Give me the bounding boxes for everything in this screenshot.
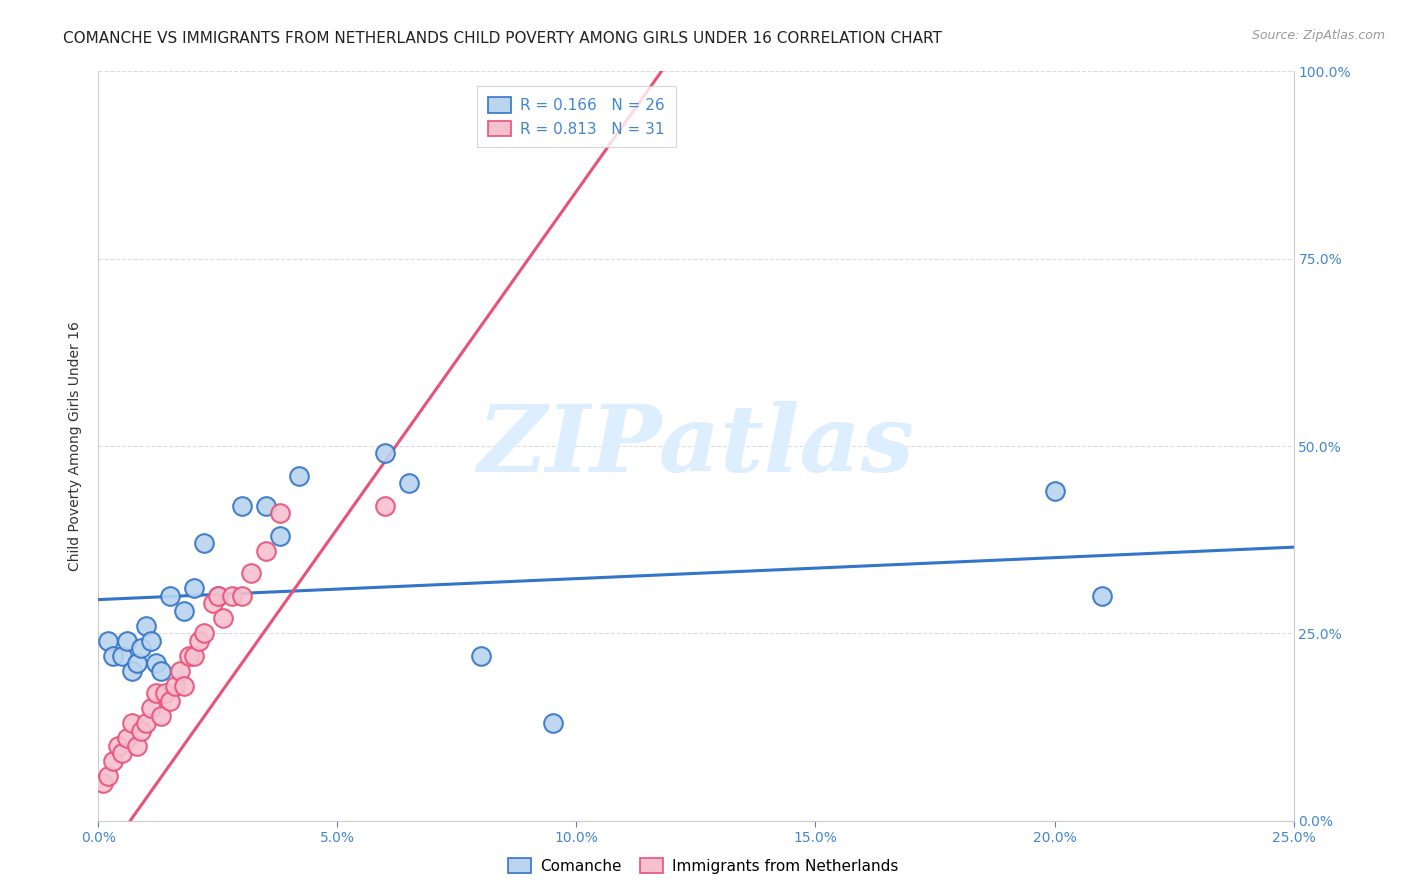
Point [183, 582, 205, 596]
Point [398, 476, 420, 491]
Point [173, 679, 195, 693]
Point [121, 664, 143, 678]
Point [541, 716, 564, 731]
Point [139, 633, 162, 648]
Point [269, 529, 291, 543]
Point [111, 648, 134, 663]
Point [135, 619, 157, 633]
Point [101, 648, 124, 663]
Point [231, 499, 253, 513]
Point [207, 589, 229, 603]
Point [125, 739, 148, 753]
Point [131, 641, 153, 656]
Point [101, 754, 124, 768]
Text: COMANCHE VS IMMIGRANTS FROM NETHERLANDS CHILD POVERTY AMONG GIRLS UNDER 16 CORRE: COMANCHE VS IMMIGRANTS FROM NETHERLANDS … [63, 31, 942, 46]
Point [173, 604, 195, 618]
Point [374, 499, 396, 513]
Point [115, 731, 138, 746]
Y-axis label: Child Poverty Among Girls Under 16: Child Poverty Among Girls Under 16 [69, 321, 83, 571]
Point [240, 566, 263, 581]
Point [135, 716, 157, 731]
Point [221, 589, 243, 603]
Point [211, 611, 233, 625]
Point [155, 686, 177, 700]
Point [159, 589, 181, 603]
Point [374, 446, 396, 460]
Point [145, 686, 167, 700]
Legend: Comanche, Immigrants from Netherlands: Comanche, Immigrants from Netherlands [502, 852, 904, 880]
Point [149, 708, 172, 723]
Point [193, 626, 215, 640]
Text: Source: ZipAtlas.com: Source: ZipAtlas.com [1251, 29, 1385, 42]
Point [149, 664, 172, 678]
Point [145, 657, 167, 671]
Point [97, 633, 120, 648]
Point [163, 679, 186, 693]
Point [115, 633, 138, 648]
Point [1043, 483, 1066, 498]
Point [121, 716, 143, 731]
Text: ZIPatlas: ZIPatlas [478, 401, 914, 491]
Point [288, 469, 311, 483]
Point [202, 596, 225, 610]
Point [231, 589, 253, 603]
Point [111, 746, 134, 760]
Point [179, 648, 201, 663]
Point [125, 657, 148, 671]
Point [1091, 589, 1114, 603]
Point [470, 648, 492, 663]
Point [254, 499, 277, 513]
Legend: R = 0.166   N = 26, R = 0.813   N = 31: R = 0.166 N = 26, R = 0.813 N = 31 [478, 87, 675, 147]
Point [139, 701, 162, 715]
Point [107, 739, 129, 753]
Point [97, 769, 120, 783]
Point [91, 776, 114, 790]
Point [193, 536, 215, 550]
Point [169, 664, 191, 678]
Point [269, 507, 291, 521]
Point [207, 589, 229, 603]
Point [187, 633, 209, 648]
Point [159, 694, 181, 708]
Point [183, 648, 205, 663]
Point [131, 723, 153, 738]
Point [254, 544, 277, 558]
